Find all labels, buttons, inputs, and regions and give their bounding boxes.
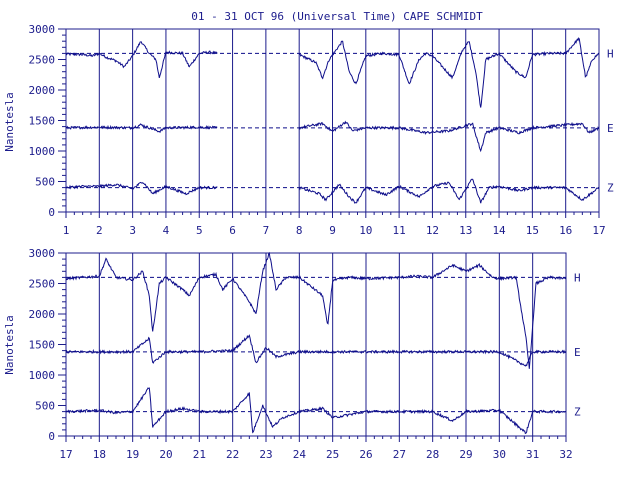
series-label-e: E [574,346,581,359]
x-tick-label: 7 [263,224,270,237]
x-tick-label: 16 [559,224,572,237]
x-tick-label: 23 [259,448,272,461]
x-tick-label: 28 [426,448,439,461]
x-tick-label: 32 [559,448,572,461]
y-axis-label-bottom: Nanotesla [3,315,16,375]
x-tick-label: 3 [129,224,136,237]
x-tick-label: 27 [393,448,406,461]
x-tick-label: 21 [193,448,206,461]
y-axis-label-top: Nanotesla [3,92,16,152]
x-tick-label: 18 [93,448,106,461]
y-tick-label: 0 [48,206,55,219]
x-tick-label: 17 [59,448,72,461]
series-label-h: H [607,47,614,60]
y-tick-label: 2000 [29,84,56,97]
series-line-h [65,37,599,108]
x-tick-label: 6 [229,224,236,237]
x-tick-label: 4 [163,224,170,237]
y-tick-label: 3000 [29,247,56,260]
x-tick-label: 9 [329,224,336,237]
chart-title: 01 - 31 OCT 96 (Universal Time) CAPE SCH… [191,10,483,23]
y-tick-label: 3000 [29,23,56,36]
x-tick-label: 20 [159,448,172,461]
x-tick-label: 26 [359,448,372,461]
x-tick-label: 30 [493,448,506,461]
series-label-h: H [574,271,581,284]
series-line-e [65,120,600,153]
x-tick-label: 17 [592,224,605,237]
y-tick-label: 500 [35,400,55,413]
series-line-z [65,387,567,435]
x-tick-label: 5 [196,224,203,237]
y-tick-label: 1500 [29,115,56,128]
x-tick-label: 10 [359,224,372,237]
x-tick-label: 22 [226,448,239,461]
x-tick-label: 15 [526,224,539,237]
x-tick-label: 29 [459,448,472,461]
x-tick-label: 11 [393,224,406,237]
series-line-z [65,178,599,204]
y-tick-label: 2000 [29,308,56,321]
series-line-h [65,251,567,369]
x-tick-label: 14 [492,224,506,237]
bottom-panel: 0 500 1000 1500 2000 2500 3000 17 18 19 20 21 22 23 24… [29,247,582,461]
x-tick-label: 31 [526,448,539,461]
x-tick-label: 24 [293,448,307,461]
y-tick-label: 1000 [29,369,56,382]
y-tick-label: 0 [48,430,55,443]
series-label-e: E [607,122,614,135]
x-tick-label: 19 [126,448,139,461]
x-tick-label: 2 [96,224,103,237]
series-label-z: Z [574,406,581,419]
x-tick-label: 8 [296,224,303,237]
series-line-e [65,334,567,367]
y-tick-label: 2500 [29,54,56,67]
x-tick-label: 25 [326,448,339,461]
y-tick-label: 1500 [29,339,56,352]
y-tick-label: 2500 [29,278,56,291]
y-tick-label: 1000 [29,145,56,158]
series-label-z: Z [607,182,614,195]
x-tick-label: 1 [63,224,70,237]
x-tick-label: 12 [426,224,439,237]
x-tick-label: 13 [459,224,472,237]
y-tick-label: 500 [35,176,55,189]
